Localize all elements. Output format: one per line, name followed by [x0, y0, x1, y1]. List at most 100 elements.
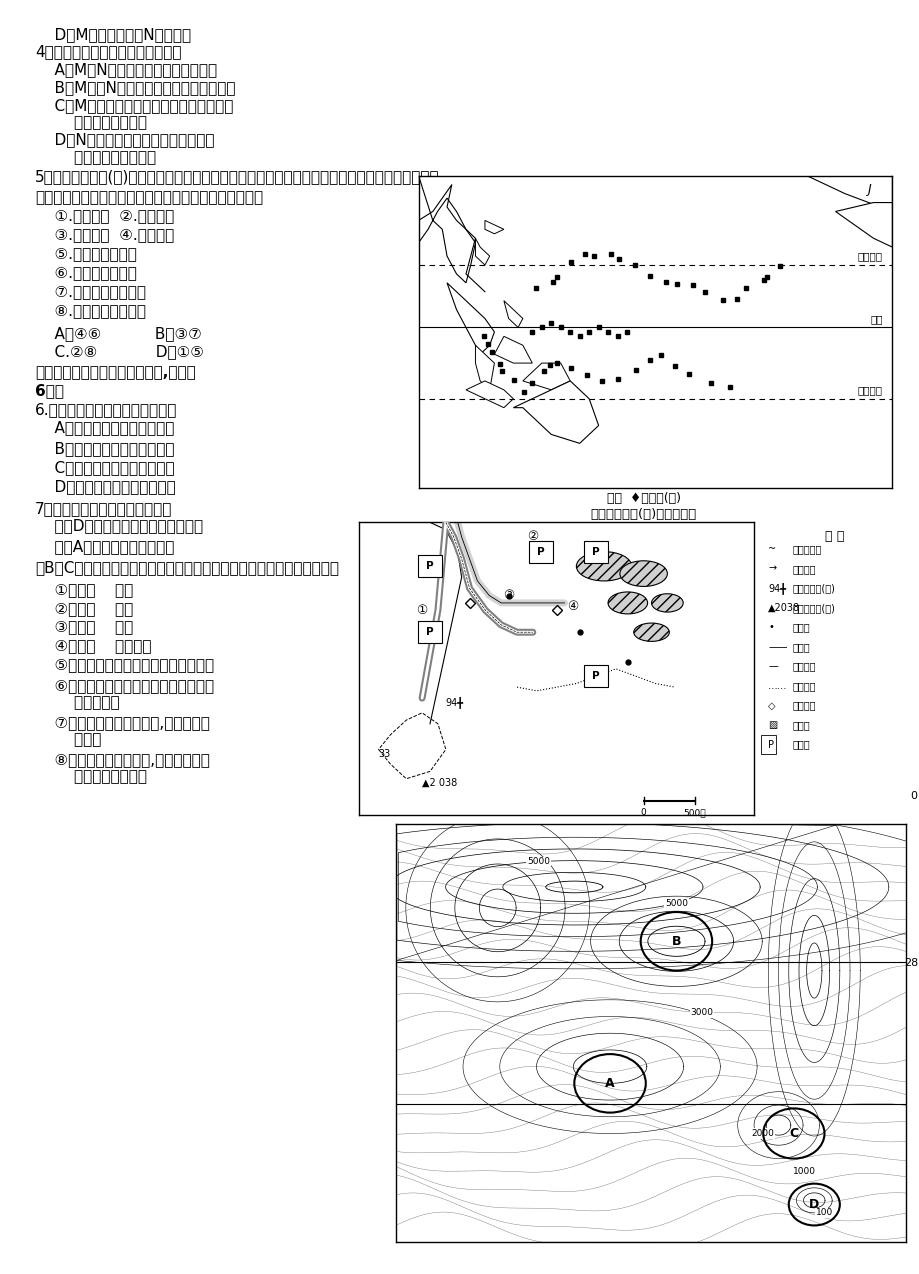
Text: 100: 100 [815, 1209, 833, 1218]
FancyBboxPatch shape [584, 540, 607, 563]
Text: ②．棉花    水源: ②．棉花 水源 [35, 601, 133, 617]
Text: 观景台: 观景台 [791, 622, 809, 632]
Text: ——: —— [767, 642, 787, 652]
Text: 5000: 5000 [527, 857, 550, 866]
Text: 94╋: 94╋ [446, 697, 463, 708]
Text: D．峡谷由河流下切塑造而成: D．峡谷由河流下切塑造而成 [35, 479, 176, 494]
Text: 3000: 3000 [690, 1008, 713, 1017]
Text: P: P [425, 627, 434, 637]
Ellipse shape [576, 552, 631, 581]
Text: 从B到C河段，水能资源丰富，对其正确的叙述，正确组合的一组序号是：: 从B到C河段，水能资源丰富，对其正确的叙述，正确组合的一组序号是： [35, 561, 338, 576]
Text: 普遍出现了逆城市化: 普遍出现了逆城市化 [35, 150, 156, 166]
Text: D．M发展中国家、N发达国家: D．M发展中国家、N发达国家 [35, 27, 191, 42]
FancyBboxPatch shape [760, 735, 775, 754]
Text: P: P [592, 547, 599, 557]
Text: 94╋: 94╋ [767, 582, 786, 594]
Text: P: P [767, 739, 773, 749]
Text: C．瀑布的落差受径流量控制: C．瀑布的落差受径流量控制 [35, 460, 175, 475]
Text: ⑦.有暖流经过的浅海: ⑦.有暖流经过的浅海 [35, 284, 146, 299]
Text: ⑧.有河水注入的浅海: ⑧.有河水注入的浅海 [35, 303, 146, 318]
Text: 7．读等高线示意图，据图完成：: 7．读等高线示意图，据图完成： [35, 501, 172, 516]
FancyBboxPatch shape [418, 622, 441, 643]
Text: 河流流向: 河流流向 [791, 563, 815, 573]
FancyBboxPatch shape [418, 555, 441, 577]
Text: ⑥.温暖清澈的浅海: ⑥.温暖清澈的浅海 [35, 265, 137, 280]
Ellipse shape [619, 561, 666, 586]
Text: 1000: 1000 [792, 1167, 815, 1176]
Polygon shape [475, 345, 494, 390]
Text: 露营地: 露营地 [791, 720, 809, 730]
Text: 28°: 28° [903, 958, 919, 968]
Text: 太平洋珊瑚礁(岛)分布示意图: 太平洋珊瑚礁(岛)分布示意图 [590, 508, 697, 521]
Text: 关于A地形区不正确的说法；: 关于A地形区不正确的说法； [35, 539, 174, 554]
Text: 南坡降水比北坡多: 南坡降水比北坡多 [35, 769, 147, 785]
Text: ~: ~ [767, 544, 776, 554]
Text: 图例  ♦珊瑚礁(岛): 图例 ♦珊瑚礁(岛) [607, 492, 680, 505]
Text: 服务设施: 服务设施 [791, 701, 815, 711]
Text: 图 例: 图 例 [824, 530, 844, 543]
Text: 5．据图中珊瑚礁(岛)分布状况判断，一些珊瑚岛海屸分布有珊瑚碎屑组成的沙滩，其形成的原因和: 5．据图中珊瑚礁(岛)分布状况判断，一些珊瑚岛海屸分布有珊瑚碎屑组成的沙滩，其形… [35, 169, 439, 185]
Polygon shape [484, 220, 504, 234]
Text: •: • [767, 622, 773, 632]
Text: 主干道: 主干道 [791, 642, 809, 652]
Ellipse shape [651, 594, 683, 612]
Text: 赤道: 赤道 [869, 313, 882, 324]
Text: ①: ① [416, 604, 427, 617]
Text: ⑧．山地的南侧是阳坡,受地形影响，: ⑧．山地的南侧是阳坡,受地形影响， [35, 752, 210, 767]
Text: ▲2 038: ▲2 038 [422, 778, 457, 789]
Text: ⑤.岛屿周围的浅海: ⑤.岛屿周围的浅海 [35, 246, 137, 261]
Text: 2000: 2000 [751, 1129, 774, 1138]
Polygon shape [418, 176, 475, 283]
Ellipse shape [607, 592, 647, 614]
Polygon shape [806, 176, 891, 211]
Text: P: P [537, 547, 544, 557]
Polygon shape [494, 336, 532, 363]
Ellipse shape [633, 623, 669, 641]
Text: ⑥．处在板块的消亡边界，由于板块碘: ⑥．处在板块的消亡边界，由于板块碘 [35, 678, 214, 693]
Text: D．N国人口模式的转变过程中，城市: D．N国人口模式的转变过程中，城市 [35, 132, 214, 148]
Polygon shape [475, 238, 489, 265]
Text: ②: ② [527, 530, 538, 544]
Text: 0: 0 [640, 808, 646, 817]
Text: 停车场: 停车场 [791, 739, 809, 749]
Text: 北回归线: 北回归线 [857, 251, 882, 261]
Text: 农村迁往城市为主: 农村迁往城市为主 [35, 115, 147, 130]
Text: ⑦．处在板块的交接地带,地壳活跃，: ⑦．处在板块的交接地带,地壳活跃， [35, 715, 210, 730]
Text: ④: ④ [566, 600, 577, 613]
Text: ③: ③ [503, 589, 515, 603]
Text: D: D [809, 1198, 819, 1212]
Text: A．湖泊是火山口积水形成的: A．湖泊是火山口积水形成的 [35, 420, 174, 436]
Text: ①．黄麻    气候: ①．黄麻 气候 [35, 582, 133, 598]
Text: P: P [425, 562, 434, 571]
Text: 图中D地主要经济作物及影响因素；: 图中D地主要经济作物及影响因素； [35, 519, 203, 534]
Text: P: P [592, 671, 599, 682]
Text: C.②⑧            D．①⑤: C.②⑧ D．①⑤ [35, 344, 204, 359]
Text: ◇: ◇ [767, 701, 775, 711]
FancyBboxPatch shape [528, 540, 552, 563]
Text: B．M国比N国人口增长模式改变的年代早: B．M国比N国人口增长模式改变的年代早 [35, 80, 235, 96]
Text: ⑤．是喜马拉雅山，南坡雪线比北坡高: ⑤．是喜马拉雅山，南坡雪线比北坡高 [35, 657, 214, 673]
Text: ④．烟草    种植历史: ④．烟草 种植历史 [35, 638, 152, 654]
Text: ▨: ▨ [767, 720, 777, 730]
Text: 5000: 5000 [664, 899, 687, 908]
Text: B．河流补给主要靠冰雪融水: B．河流补给主要靠冰雪融水 [35, 441, 175, 456]
Text: A．M、N两国人口增长模式同步变化: A．M、N两国人口增长模式同步变化 [35, 62, 217, 78]
Text: 多地震: 多地震 [35, 733, 101, 748]
Polygon shape [447, 283, 494, 354]
Text: 500米: 500米 [683, 808, 706, 817]
Text: 山峰及高程(米): 山峰及高程(米) [791, 603, 834, 613]
Text: 瀑布及落差(米): 瀑布及落差(米) [791, 583, 834, 594]
Polygon shape [513, 381, 598, 443]
Polygon shape [466, 381, 513, 408]
Polygon shape [834, 203, 891, 247]
Text: ▲2038: ▲2038 [767, 603, 800, 613]
Text: B: B [671, 935, 680, 948]
Text: 6.在图示景区的主要自然景观中：: 6.在图示景区的主要自然景观中： [35, 403, 177, 418]
Text: ①.风化作用  ②.侵蚀作用: ①.风化作用 ②.侵蚀作用 [35, 208, 174, 223]
Polygon shape [522, 363, 570, 390]
Text: 撞挤压形成: 撞挤压形成 [35, 696, 119, 711]
Polygon shape [504, 301, 522, 327]
Text: 景区道路: 景区道路 [791, 661, 815, 671]
Text: A: A [605, 1077, 614, 1089]
Text: 4．判断关于两国的说法正确的是：: 4．判断关于两国的说法正确的是： [35, 45, 181, 60]
